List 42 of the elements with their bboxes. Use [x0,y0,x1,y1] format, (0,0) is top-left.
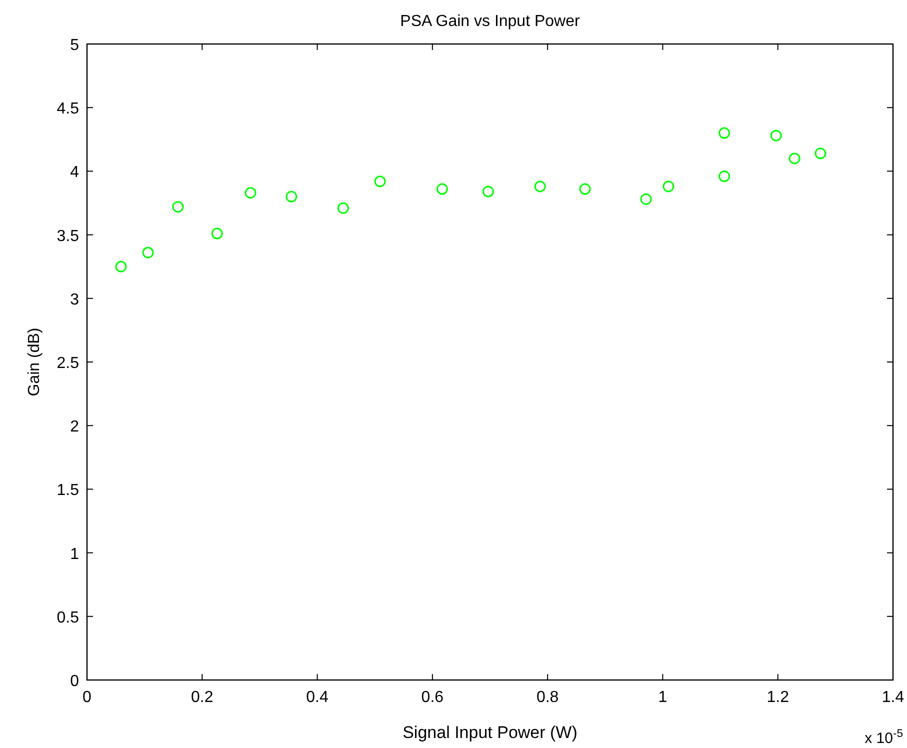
point [718,170,730,182]
x-tick-label: 0.8 [536,689,559,706]
point [172,201,184,213]
point [718,127,730,139]
x-tick-label: 0.2 [191,689,214,706]
x-tick-label: 1.2 [766,689,790,706]
point [244,187,256,199]
y-tick-label: 5 [70,37,80,54]
y-tick-label: 0.5 [56,609,80,626]
point [142,246,154,258]
y-tick-label: 1 [70,546,80,563]
y-axis-title: Gain (dB) [26,328,43,396]
point [662,180,674,192]
y-tick-label: 4 [70,164,80,182]
x-tick-label: 1.4 [882,689,904,706]
point [814,148,826,160]
x-tick-label: 0.4 [306,689,329,706]
point [482,186,494,198]
y-tick-label: 4.5 [56,100,80,118]
x-tick-label: 0.6 [421,689,444,706]
point [640,193,652,205]
point [436,183,448,195]
x-tick-label: 1 [658,689,668,706]
x-tick-label: 0 [82,689,92,706]
y-tick-label: 3.5 [56,228,80,245]
chart-title: PSA Gain vs Input Power [400,13,580,30]
y-tick-label: 2 [70,418,80,436]
point [337,202,349,214]
text: x 10$^{-5}$ [864,728,903,747]
point [115,260,127,272]
point [770,130,782,142]
x-axis-title: Signal Input Power (W) [402,723,578,742]
point [579,183,591,195]
point [788,152,800,164]
y-tick-label: 3 [70,291,80,308]
point [374,176,386,188]
y-tick-label: 1.5 [56,482,80,500]
y-tick-label: 2.5 [56,355,80,372]
point [534,180,546,192]
point [211,228,223,240]
y-tick-label: 0 [70,673,80,690]
point [286,190,298,202]
